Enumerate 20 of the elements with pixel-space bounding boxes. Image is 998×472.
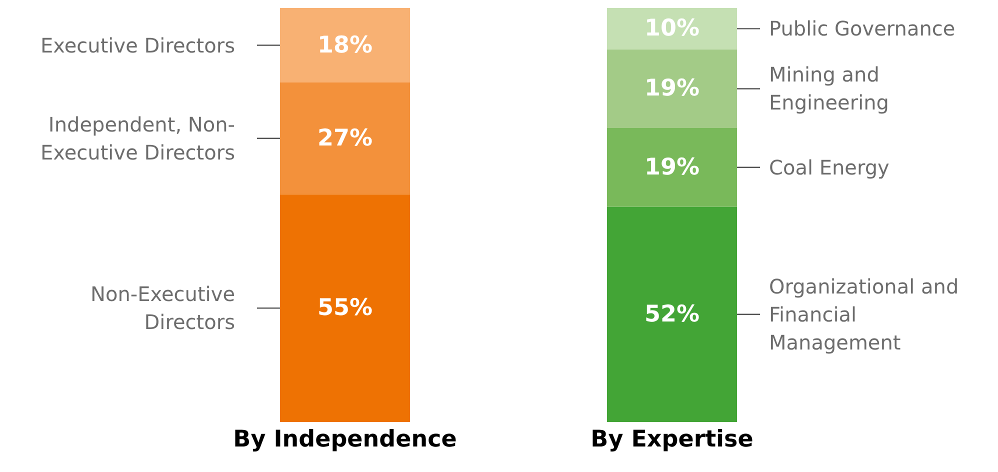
data-label: 52% <box>644 301 700 328</box>
text: Executive Directors <box>40 33 235 58</box>
data-label: 19% <box>644 154 700 180</box>
text: Non-Executive Directors <box>90 282 235 334</box>
x-tick-label: By Expertise <box>590 426 754 452</box>
bar <box>607 128 737 207</box>
bar <box>607 49 737 128</box>
series-label: Mining and Engineering <box>769 62 889 115</box>
series-label: Coal Energy <box>769 155 890 180</box>
data-label: 10% <box>644 16 700 42</box>
x-tick-label: By Independence <box>233 426 457 452</box>
text: Independent, Non-Executive Directors <box>40 112 235 164</box>
series-label: Organizational and Financial Management <box>769 274 959 354</box>
data-label: 27% <box>317 125 373 152</box>
data-label: 19% <box>644 76 700 102</box>
bar <box>607 206 737 422</box>
bar <box>607 8 737 50</box>
data-label: 55% <box>317 295 373 322</box>
series-label: Public Governance <box>769 16 956 41</box>
data-label: 18% <box>317 32 373 58</box>
